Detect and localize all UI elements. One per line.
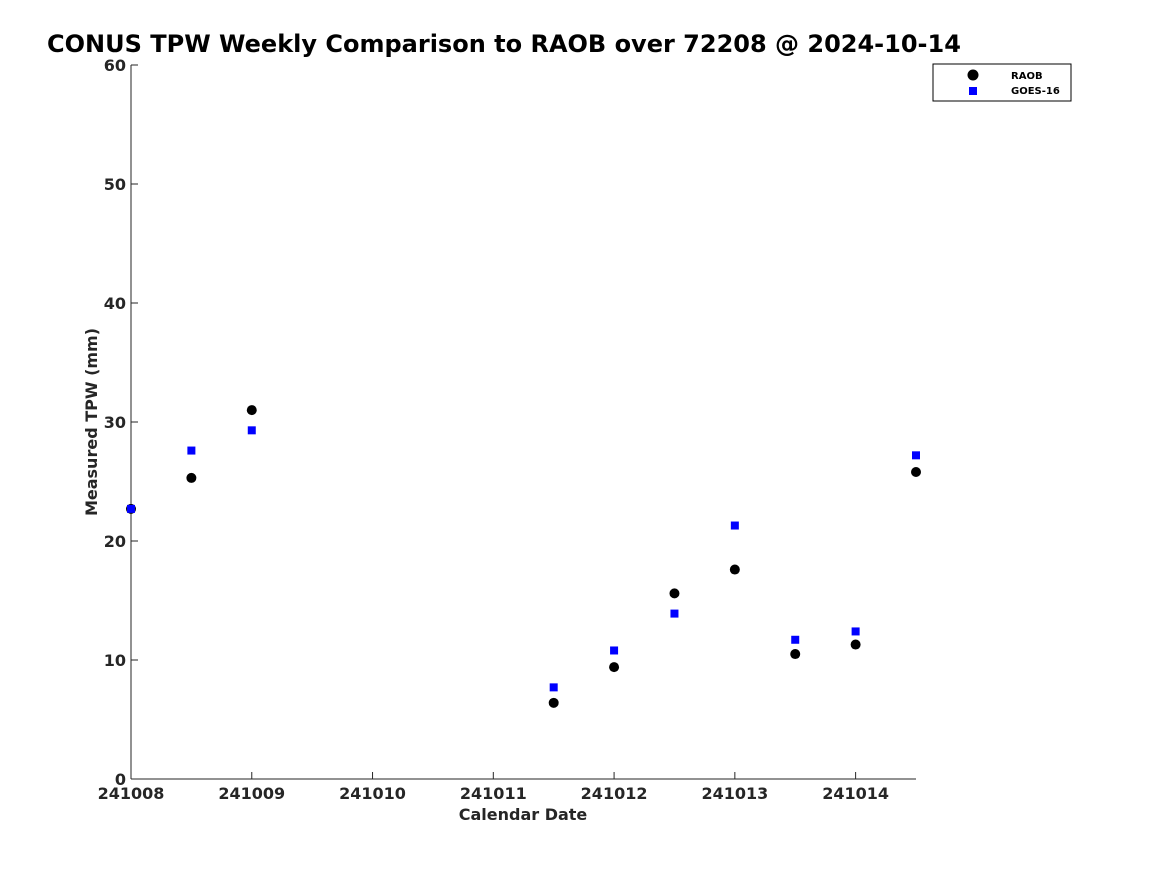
x-tick-label: 241010 (339, 784, 406, 803)
point-goes16 (187, 446, 196, 455)
point-raob (850, 639, 861, 650)
point-goes16 (610, 646, 619, 655)
legend-box (932, 63, 1072, 102)
point-goes16 (730, 521, 739, 530)
point-goes16 (127, 504, 135, 513)
x-tick-label: 241012 (581, 784, 648, 803)
point-goes16 (670, 609, 679, 618)
y-tick-label: 30 (104, 413, 126, 432)
point-goes16 (791, 635, 800, 644)
x-tick-label: 241013 (701, 784, 768, 803)
y-tick-label: 60 (104, 56, 126, 75)
x-tick-label: 241014 (822, 784, 889, 803)
plot-axes (130, 65, 916, 780)
x-ticks: 241008 241009 241010 241011 241012 241013 2410… (98, 772, 889, 803)
legend-marker-goes16 (969, 87, 977, 95)
y-tick-label: 10 (104, 651, 126, 670)
legend-marker-raob (967, 69, 979, 81)
point-raob (911, 466, 921, 477)
x-tick-label: 241008 (98, 784, 165, 803)
point-goes16 (851, 627, 860, 636)
legend-label-raob: RAOB (1011, 71, 1043, 82)
point-goes16 (912, 451, 920, 460)
point-raob (246, 405, 257, 416)
y-tick-label: 0 (115, 770, 126, 789)
point-goes16 (247, 426, 256, 435)
y-tick-label: 20 (104, 532, 126, 551)
x-tick-label: 241009 (218, 784, 285, 803)
point-raob (186, 472, 197, 483)
data-points (126, 405, 921, 708)
legend: RAOB GOES-16 (932, 63, 1072, 102)
x-tick-label: 241011 (460, 784, 527, 803)
y-axis-label: Measured TPW (mm) (82, 328, 101, 516)
x-axis-label: Calendar Date (459, 805, 588, 824)
point-raob (609, 662, 620, 673)
point-raob (729, 564, 740, 575)
y-tick-label: 50 (104, 175, 126, 194)
y-tick-label: 40 (104, 294, 126, 313)
point-raob (669, 588, 680, 599)
point-raob (548, 697, 559, 708)
y-ticks: 0 10 20 30 40 50 60 (104, 56, 138, 789)
legend-label-goes16: GOES-16 (1011, 86, 1060, 97)
point-raob (790, 649, 801, 660)
point-goes16 (549, 683, 558, 692)
chart-title: CONUS TPW Weekly Comparison to RAOB over… (47, 30, 961, 58)
